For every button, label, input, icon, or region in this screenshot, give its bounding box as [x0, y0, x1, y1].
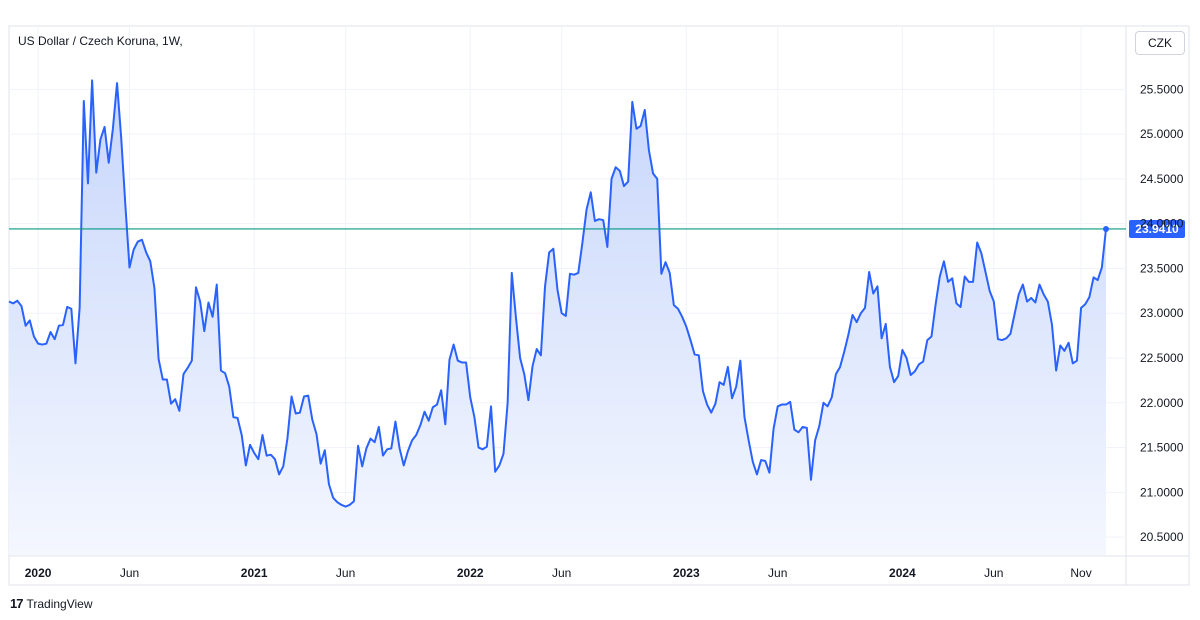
y-tick-label: 21.0000	[1140, 485, 1184, 499]
y-axis: 20.5000 21.0000 21.5000 22.0000 22.5000 23.00…	[1140, 82, 1184, 544]
x-tick-label: 2022	[457, 566, 484, 580]
x-tick-label: Jun	[120, 566, 139, 580]
series-line	[8, 79, 1107, 508]
x-tick-label: Jun	[336, 566, 355, 580]
tradingview-logo-icon: 17	[10, 596, 24, 611]
y-tick-label: 24.5000	[1140, 172, 1184, 186]
brand-watermark[interactable]: 17 TradingView	[10, 596, 93, 611]
brand-name: TradingView	[26, 596, 93, 611]
last-point-dot	[1103, 225, 1109, 232]
x-tick-label: Nov	[1070, 566, 1091, 580]
x-tick-label: 2021	[241, 566, 268, 580]
x-tick-label: 2023	[673, 566, 700, 580]
y-tick-label: 22.5000	[1140, 351, 1184, 365]
y-tick-label: 24.0000	[1140, 217, 1184, 231]
y-tick-label: 25.0000	[1140, 127, 1184, 141]
x-tick-label: 2024	[889, 566, 916, 580]
x-axis: 2020 Jun 2021 Jun 2022 Jun 2023 Jun 2024 Jun Nov	[25, 566, 1092, 580]
currency-selector[interactable]: CZK	[1135, 31, 1185, 55]
x-tick-label: Jun	[552, 566, 571, 580]
y-tick-label: 23.0000	[1140, 306, 1184, 320]
chart-title: US Dollar / Czech Koruna, 1W,	[18, 34, 183, 48]
x-tick-label: Jun	[984, 566, 1003, 580]
x-tick-label: Jun	[768, 566, 787, 580]
current-price-layer: 23.9410	[9, 219, 1185, 238]
area-fill-layer	[9, 80, 1106, 555]
area-fill	[9, 80, 1106, 555]
y-tick-label: 21.5000	[1140, 441, 1184, 455]
x-tick-label: 2020	[25, 566, 52, 580]
current-price-label: 23.9410	[1135, 222, 1179, 236]
current-price-label-bg	[1129, 219, 1185, 238]
y-tick-label: 20.5000	[1140, 530, 1184, 544]
series-line-layer	[8, 79, 1107, 508]
y-tick-label: 22.0000	[1140, 396, 1184, 410]
y-tick-label: 25.5000	[1140, 82, 1184, 96]
y-tick-label: 23.5000	[1140, 261, 1184, 275]
